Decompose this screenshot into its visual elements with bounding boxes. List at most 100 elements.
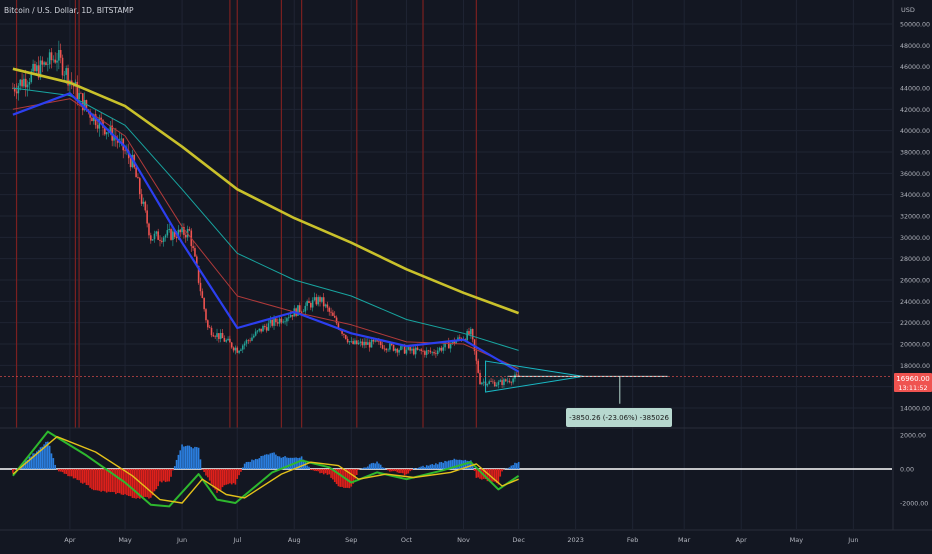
histogram-bar — [157, 469, 159, 486]
time-tick-label: 2023 — [567, 536, 584, 544]
candle-body — [354, 341, 356, 344]
candle-body — [202, 291, 204, 298]
candle-body — [266, 327, 268, 331]
candle-body — [385, 349, 387, 350]
histogram-bar — [426, 465, 428, 469]
histogram-bar — [238, 469, 240, 475]
histogram-bar — [373, 463, 375, 469]
histogram-bar — [73, 469, 75, 478]
histogram-bar — [130, 469, 132, 496]
time-tick-label: Jun — [847, 536, 858, 544]
histogram-bar — [323, 469, 325, 474]
candle-body — [172, 231, 174, 239]
candle-body — [144, 202, 146, 211]
histogram-bar — [163, 469, 165, 481]
candle-body — [139, 178, 141, 194]
price-tick-label: 42000.00 — [900, 107, 930, 114]
candle-body — [244, 344, 246, 346]
histogram-bar — [233, 469, 235, 483]
histogram-bar — [406, 469, 408, 474]
candle-body — [240, 350, 242, 351]
current-price-badge[interactable]: 16960.00 13:11:52 — [894, 373, 932, 392]
histogram-bar — [75, 469, 77, 478]
candle-body — [42, 60, 44, 64]
candle-body — [476, 351, 478, 361]
candle-body — [249, 340, 251, 341]
candle-body — [384, 349, 386, 350]
histogram-bar — [268, 455, 270, 469]
histogram-bar — [512, 465, 514, 469]
candle-body — [319, 297, 321, 302]
candle-body — [419, 349, 421, 350]
histogram-bar — [442, 463, 444, 469]
histogram-bar — [117, 469, 119, 493]
histogram-bar — [144, 469, 146, 497]
histogram-bar — [249, 462, 251, 469]
candle-body — [468, 331, 470, 334]
histogram-bar — [205, 469, 207, 476]
histogram-bar — [224, 469, 226, 485]
histogram-bar — [113, 469, 115, 492]
histogram-bar — [135, 469, 137, 499]
candle-body — [395, 349, 397, 351]
candle-body — [106, 132, 108, 134]
histogram-bar — [167, 469, 169, 482]
histogram-bar — [474, 469, 476, 471]
histogram-bar — [271, 453, 273, 469]
histogram-bar — [350, 469, 352, 487]
time-tick-label: Apr — [64, 536, 76, 544]
histogram-bar — [378, 463, 380, 469]
candle-body — [135, 167, 137, 177]
histogram-bar — [317, 469, 319, 471]
candle-body — [428, 350, 430, 351]
histogram-bar — [367, 466, 369, 469]
histogram-bar — [161, 469, 163, 482]
candle-body — [192, 246, 194, 248]
histogram-bar — [316, 469, 318, 471]
histogram-bar — [211, 469, 213, 484]
current-price: 16960.00 — [896, 375, 929, 383]
candle-body — [450, 344, 452, 349]
histogram-bar — [310, 469, 312, 470]
histogram-bar — [312, 469, 314, 470]
histogram-bar — [409, 469, 411, 471]
candle-body — [216, 333, 218, 337]
histogram-bar — [64, 469, 66, 474]
candle-body — [29, 82, 31, 85]
histogram-bar — [97, 469, 99, 490]
candle-body — [251, 337, 253, 340]
histogram-bar — [387, 469, 389, 470]
histogram-bar — [476, 469, 478, 478]
candle-body — [167, 230, 169, 235]
histogram-bar — [202, 469, 204, 470]
histogram-bar — [69, 469, 71, 476]
histogram-bar — [341, 469, 343, 487]
candle-body — [422, 351, 424, 352]
candle-body — [396, 349, 398, 353]
histogram-bar — [14, 469, 16, 470]
histogram-bar — [185, 446, 187, 469]
candle-body — [23, 79, 25, 87]
histogram-bar — [374, 463, 376, 469]
candle-body — [262, 326, 264, 332]
time-tick-label: Sep — [345, 536, 357, 544]
candle-body — [242, 346, 244, 350]
histogram-bar — [327, 469, 329, 475]
measure-label-badge[interactable]: -3850.26 (-23.06%) -385026 — [566, 408, 672, 427]
candle-body — [411, 349, 413, 351]
candle-body — [413, 349, 415, 355]
candle-body — [64, 75, 66, 76]
price-tick-label: 46000.00 — [900, 64, 930, 71]
candle-body — [43, 62, 45, 64]
candle-body — [284, 321, 286, 322]
price-tick-label: 36000.00 — [900, 171, 930, 178]
candle-body — [424, 351, 426, 355]
histogram-bar — [509, 467, 511, 469]
histogram-bar — [229, 469, 231, 483]
candle-body — [362, 342, 364, 346]
candle-body — [27, 85, 29, 88]
candle-body — [156, 231, 158, 233]
